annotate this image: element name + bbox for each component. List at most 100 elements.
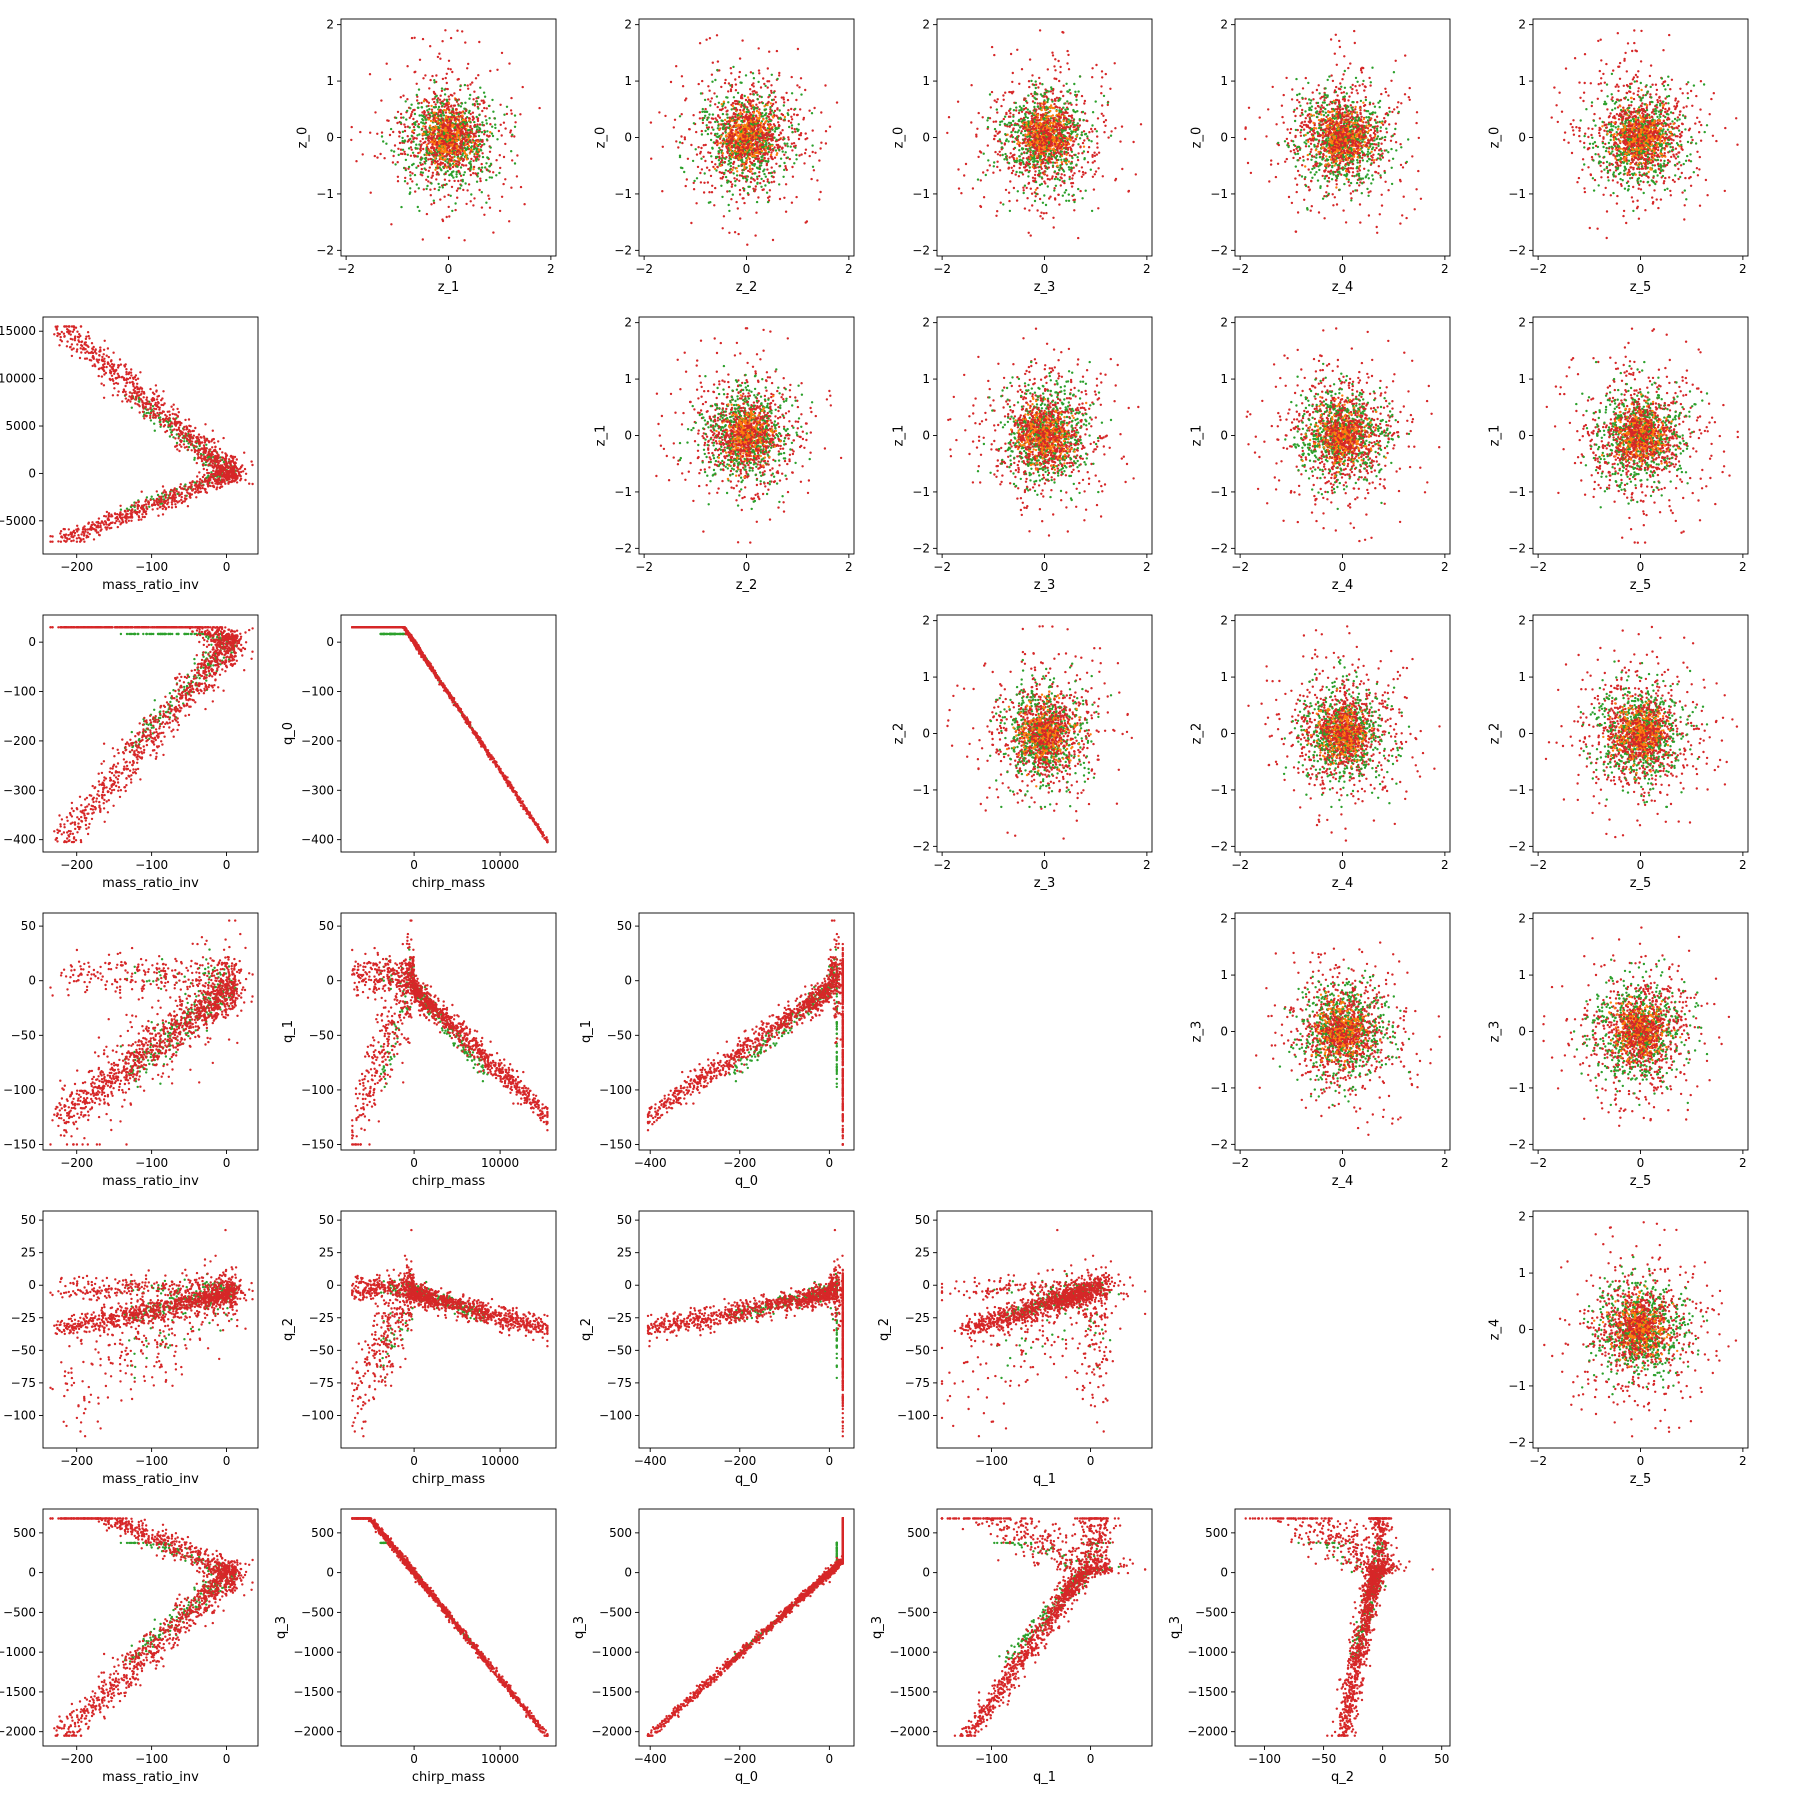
- scatter-point: [410, 140, 412, 142]
- scatter-point: [462, 189, 464, 191]
- scatter-point: [702, 156, 704, 158]
- scatter-point: [424, 157, 426, 159]
- scatter-point: [457, 180, 459, 182]
- scatter-point: [510, 187, 512, 189]
- scatter-point: [472, 119, 474, 121]
- scatter-point: [460, 144, 462, 146]
- scatter-point: [434, 169, 436, 171]
- scatter-point: [389, 134, 391, 136]
- scatter-point: [481, 110, 483, 112]
- scatter-point: [730, 72, 732, 74]
- scatter-point: [470, 158, 472, 160]
- scatter-point: [406, 65, 408, 67]
- scatter-point: [790, 108, 792, 110]
- scatter-point: [425, 114, 427, 116]
- scatter-point: [374, 111, 376, 113]
- scatter-point: [447, 130, 449, 132]
- scatter-point: [447, 116, 449, 118]
- scatter-point: [405, 159, 407, 161]
- scatter-point: [467, 88, 469, 90]
- scatter-point: [758, 108, 760, 110]
- scatter-point: [483, 133, 485, 135]
- scatter-point: [423, 133, 425, 135]
- scatter-point: [385, 143, 387, 145]
- scatter-point: [470, 135, 472, 137]
- scatter-point: [462, 160, 464, 162]
- scatter-point: [478, 135, 480, 137]
- scatter-point: [467, 63, 469, 65]
- scatter-point: [436, 101, 438, 103]
- scatter-point: [472, 133, 474, 135]
- scatter-point: [758, 171, 760, 173]
- scatter-point: [419, 59, 421, 61]
- scatter-point: [504, 127, 506, 129]
- scatter-point: [458, 162, 460, 164]
- scatter-point: [509, 131, 511, 133]
- scatter-point: [466, 139, 468, 141]
- scatter-point: [404, 130, 406, 132]
- scatter-point: [427, 105, 429, 107]
- scatter-point: [416, 147, 418, 149]
- scatter-point: [466, 189, 468, 191]
- scatter-point: [446, 119, 448, 121]
- scatter-point: [429, 158, 431, 160]
- scatter-point: [397, 176, 399, 178]
- scatter-point: [369, 132, 371, 134]
- scatter-point: [458, 146, 460, 148]
- scatter-point: [459, 134, 461, 136]
- scatter-point: [685, 185, 687, 187]
- scatter-point: [466, 67, 468, 69]
- scatter-point: [414, 113, 416, 115]
- scatter-point: [794, 128, 796, 130]
- panel-r0-c2: −2 0 2−2−1012z_2z_0: [594, 18, 854, 295]
- scatter-point: [445, 104, 447, 106]
- scatter-point: [474, 172, 476, 174]
- scatter-point: [477, 140, 479, 142]
- scatter-point: [450, 152, 452, 154]
- scatter-point: [768, 51, 770, 53]
- scatter-point: [410, 104, 412, 106]
- scatter-point: [494, 124, 496, 126]
- scatter-point: [511, 159, 513, 161]
- scatter-point: [462, 133, 464, 135]
- scatter-point: [432, 118, 434, 120]
- scatter-point: [451, 171, 453, 173]
- scatter-point: [464, 41, 466, 43]
- scatter-point: [439, 58, 441, 60]
- scatter-point: [800, 153, 802, 155]
- scatter-point: [428, 87, 430, 89]
- scatter-point: [407, 135, 409, 137]
- scatter-point: [496, 138, 498, 140]
- scatter-point: [449, 124, 451, 126]
- scatter-point: [397, 111, 399, 113]
- scatter-point: [420, 149, 422, 151]
- scatter-point: [818, 198, 820, 200]
- scatter-point: [443, 103, 445, 105]
- scatter-point: [437, 183, 439, 185]
- scatter-point: [514, 162, 516, 164]
- scatter-point: [451, 133, 453, 135]
- scatter-point: [673, 126, 675, 128]
- scatter-point: [442, 112, 444, 114]
- scatter-point: [489, 131, 491, 133]
- scatter-point: [481, 144, 483, 146]
- scatter-point: [430, 127, 432, 129]
- scatter-point: [781, 129, 783, 131]
- scatter-point: [468, 98, 470, 100]
- scatter-point: [704, 160, 706, 162]
- scatter-point: [519, 113, 521, 115]
- scatter-point: [490, 163, 492, 165]
- scatter-point: [407, 154, 409, 156]
- scatter-point: [455, 98, 457, 100]
- scatter-point: [430, 203, 432, 205]
- scatter-point: [465, 203, 467, 205]
- scatter-point: [488, 198, 490, 200]
- scatter-point: [476, 153, 478, 155]
- scatter-point: [425, 119, 427, 121]
- scatter-point: [411, 172, 413, 174]
- scatter-point: [430, 151, 432, 153]
- scatter-point: [400, 96, 402, 98]
- scatter-point: [392, 155, 394, 157]
- scatter-point: [468, 145, 470, 147]
